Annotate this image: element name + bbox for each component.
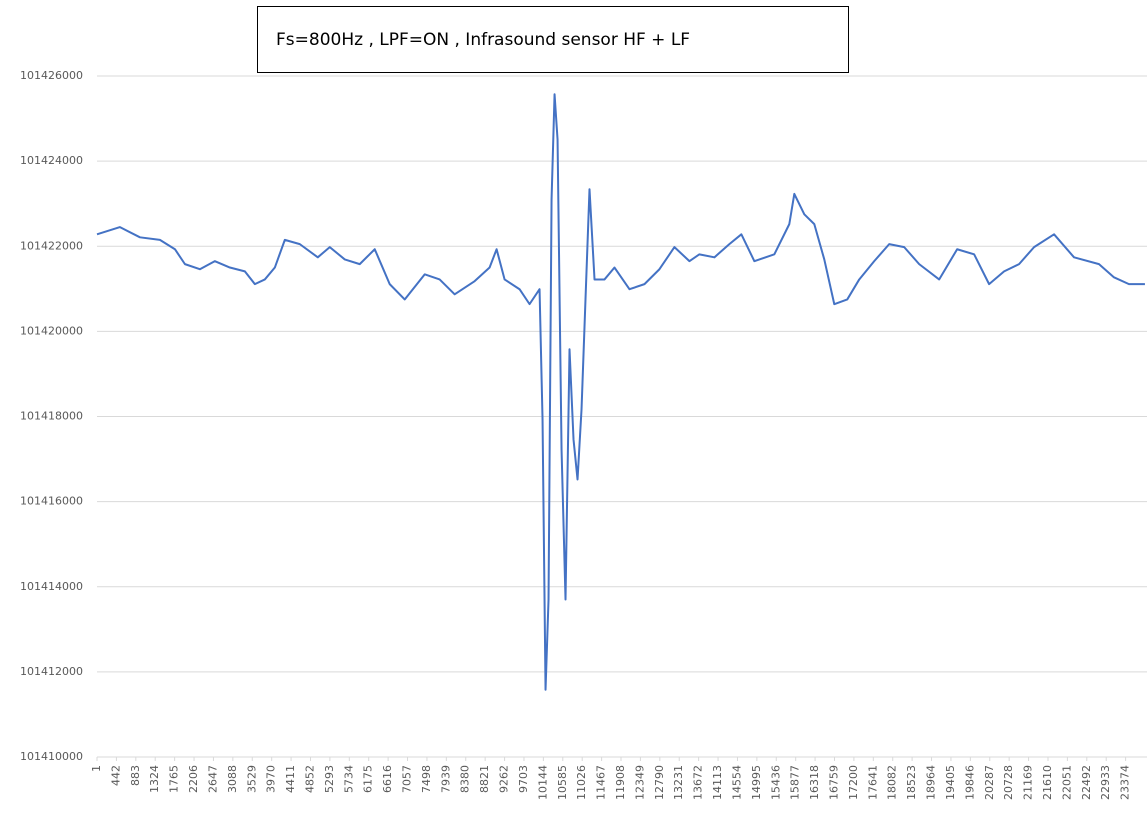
x-tick-label: 6616	[381, 765, 394, 793]
x-tick-label: 442	[109, 765, 122, 786]
x-tick-label: 16318	[808, 765, 821, 800]
x-tick-label: 5734	[342, 765, 355, 793]
x-tick-label: 1	[90, 765, 103, 772]
x-tick-label: 3529	[245, 765, 258, 793]
x-tick-label: 11026	[575, 765, 588, 800]
x-tick-label: 1765	[168, 765, 181, 793]
y-tick-label: 101420000	[20, 324, 83, 337]
x-tick-label: 14995	[750, 765, 763, 800]
x-tick-label: 18523	[905, 765, 918, 800]
x-tick-label: 10144	[536, 765, 549, 800]
x-tick-label: 22051	[1060, 765, 1073, 800]
x-tick-label: 3088	[226, 765, 239, 793]
x-tick-label: 22933	[1099, 765, 1112, 800]
x-tick-label: 21169	[1022, 765, 1035, 800]
x-tick-label: 6175	[362, 765, 375, 793]
x-tick-label: 8380	[459, 765, 472, 793]
title-box	[257, 6, 849, 73]
x-tick-label: 4852	[303, 765, 316, 793]
x-tick-label: 22492	[1080, 765, 1093, 800]
x-tick-label: 19405	[944, 765, 957, 800]
x-tick-label: 7498	[420, 765, 433, 793]
x-tick-label: 21610	[1041, 765, 1054, 800]
x-tick-label: 3970	[265, 765, 278, 793]
x-tick-label: 2647	[206, 765, 219, 793]
x-tick-label: 12790	[653, 765, 666, 800]
y-tick-label: 101412000	[20, 665, 83, 678]
x-tick-label: 7057	[401, 765, 414, 793]
y-tick-label: 101422000	[20, 239, 83, 252]
x-tick-label: 20728	[1002, 765, 1015, 800]
x-tick-label: 17200	[847, 765, 860, 800]
data-line	[96, 93, 1145, 691]
y-tick-label: 101414000	[20, 580, 83, 593]
y-tick-label: 101424000	[20, 154, 83, 167]
x-tick-label: 15436	[769, 765, 782, 800]
x-tick-label: 9703	[517, 765, 530, 793]
chart-title: Fs=800Hz , LPF=ON , Infrasound sensor HF…	[276, 30, 690, 50]
x-tick-label: 5293	[323, 765, 336, 793]
y-tick-label: 101426000	[20, 69, 83, 82]
x-tick-label: 7939	[439, 765, 452, 793]
x-tick-label: 19846	[963, 765, 976, 800]
x-tick-label: 20287	[983, 765, 996, 800]
x-tick-label: 18964	[925, 765, 938, 800]
y-tick-label: 101416000	[20, 495, 83, 508]
x-tick-label: 9262	[498, 765, 511, 793]
x-tick-label: 11467	[595, 765, 608, 800]
x-tick-label: 883	[129, 765, 142, 786]
x-tick-label: 13231	[672, 765, 685, 800]
x-tick-label: 1324	[148, 765, 161, 793]
y-tick-label: 101410000	[20, 750, 83, 763]
x-tick-label: 13672	[692, 765, 705, 800]
x-tick-label: 12349	[633, 765, 646, 800]
x-tick-label: 10585	[556, 765, 569, 800]
y-tick-label: 101418000	[20, 410, 83, 423]
x-tick-label: 14554	[730, 765, 743, 800]
x-tick-label: 4411	[284, 765, 297, 793]
x-tick-label: 15877	[789, 765, 802, 800]
x-tick-label: 11908	[614, 765, 627, 800]
x-tick-label: 18082	[886, 765, 899, 800]
x-tick-label: 23374	[1119, 765, 1132, 800]
x-tick-label: 8821	[478, 765, 491, 793]
x-tick-label: 14113	[711, 765, 724, 800]
x-tick-label: 17641	[866, 765, 879, 800]
x-tick-label: 2206	[187, 765, 200, 793]
x-tick-label: 16759	[827, 765, 840, 800]
